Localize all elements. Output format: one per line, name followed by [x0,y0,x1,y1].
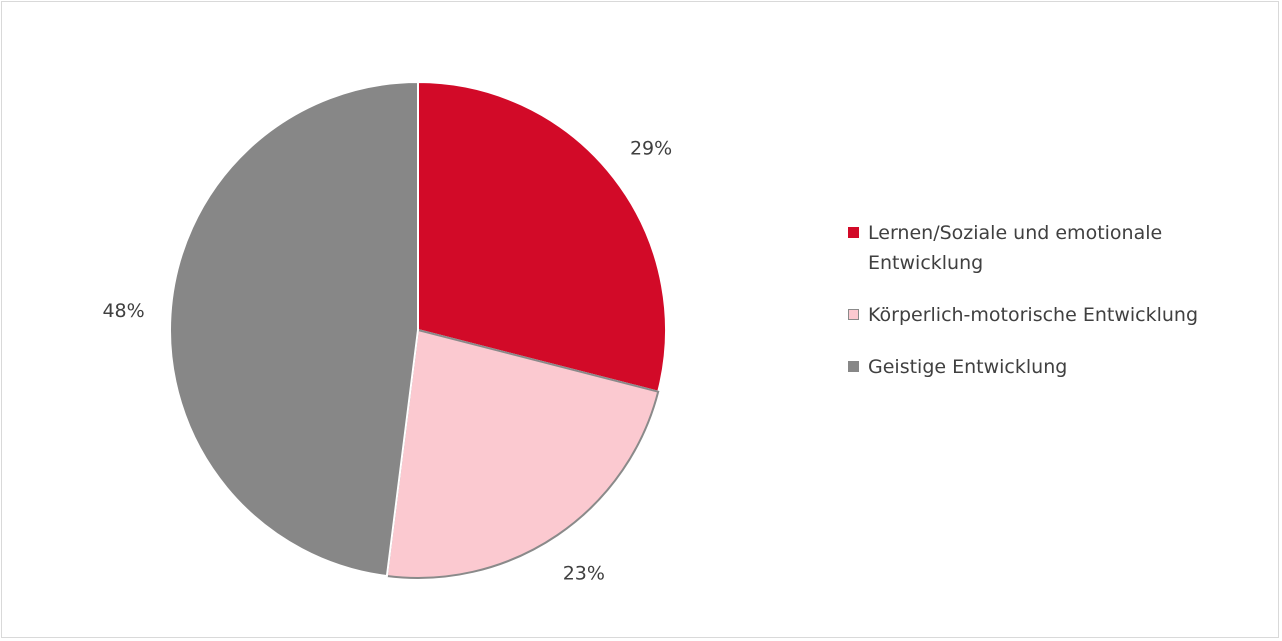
legend-swatch [848,361,859,372]
legend-label: Lernen/Soziale und emotionale Entwicklun… [868,222,1163,274]
legend-label: Geistige Entwicklung [868,356,1068,378]
legend-item: Lernen/Soziale und emotionale Entwicklun… [848,218,1268,278]
data-label: 29% [630,138,672,160]
pie-slice [417,80,667,393]
legend-swatch [848,309,859,320]
legend-item: Körperlich-motorische Entwicklung [848,300,1268,330]
data-label: 48% [102,300,144,322]
pie-slice [385,328,660,579]
legend-label: Körperlich-motorische Entwicklung [868,304,1199,326]
data-label: 23% [563,562,605,584]
legend-item: Geistige Entwicklung [848,352,1268,382]
legend-swatch [848,227,859,238]
pie-slice [169,80,419,578]
legend: Lernen/Soziale und emotionale Entwicklun… [848,218,1268,404]
